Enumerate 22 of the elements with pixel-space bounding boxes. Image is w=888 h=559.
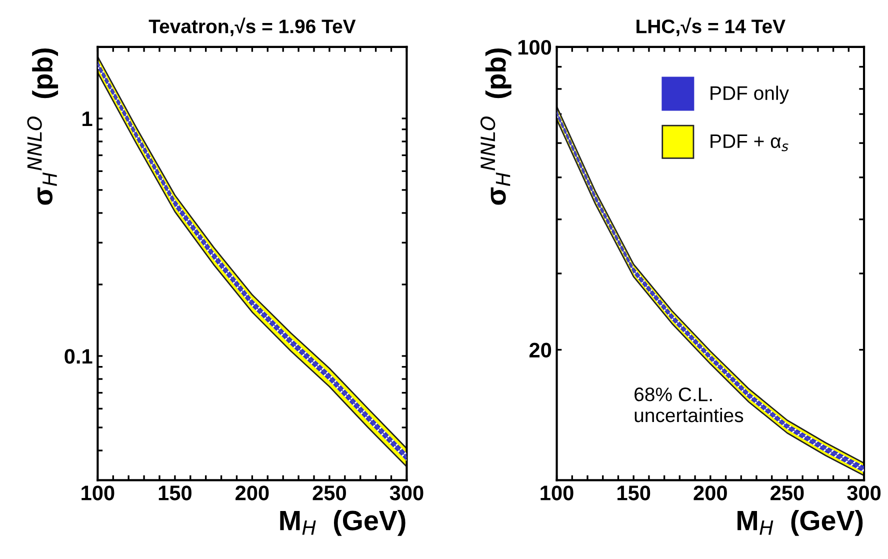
x-tick-label: 150 <box>158 486 192 500</box>
annotation: 68% C.L. uncertainties <box>634 388 744 422</box>
y-axis-title: σ$_{H}$$^{NNLO}$ (pb) <box>480 48 512 205</box>
chart-title: LHC,√s = 14 TeV <box>636 18 786 36</box>
x-axis-title: M$_{H}$ (GeV) <box>280 510 406 536</box>
x-tick-label: 200 <box>694 486 727 500</box>
chart-title: Tevatron,√s = 1.96 TeV <box>148 18 356 36</box>
y-axis-title: σ$_{H}$$^{NNLO}$ (pb) <box>27 48 58 205</box>
x-tick-label: 250 <box>312 486 346 500</box>
x-tick-label: 300 <box>390 486 424 500</box>
x-axis-title: M$_{H}$ (GeV) <box>738 510 863 536</box>
x-tick-label: 100 <box>82 486 114 500</box>
y-tick-label: 0.1 <box>64 348 92 364</box>
x-tick-label: 150 <box>618 486 650 500</box>
legend-label: PDF only <box>710 86 789 104</box>
legend-label: PDF + α$_{s}$ <box>710 134 788 152</box>
x-tick-label: 300 <box>847 486 881 500</box>
x-tick-label: 200 <box>236 486 269 500</box>
x-tick-label: 100 <box>540 486 574 500</box>
y-tick-label: 20 <box>529 342 552 358</box>
x-tick-label: 250 <box>770 486 804 500</box>
y-tick-label: 1 <box>82 112 92 126</box>
